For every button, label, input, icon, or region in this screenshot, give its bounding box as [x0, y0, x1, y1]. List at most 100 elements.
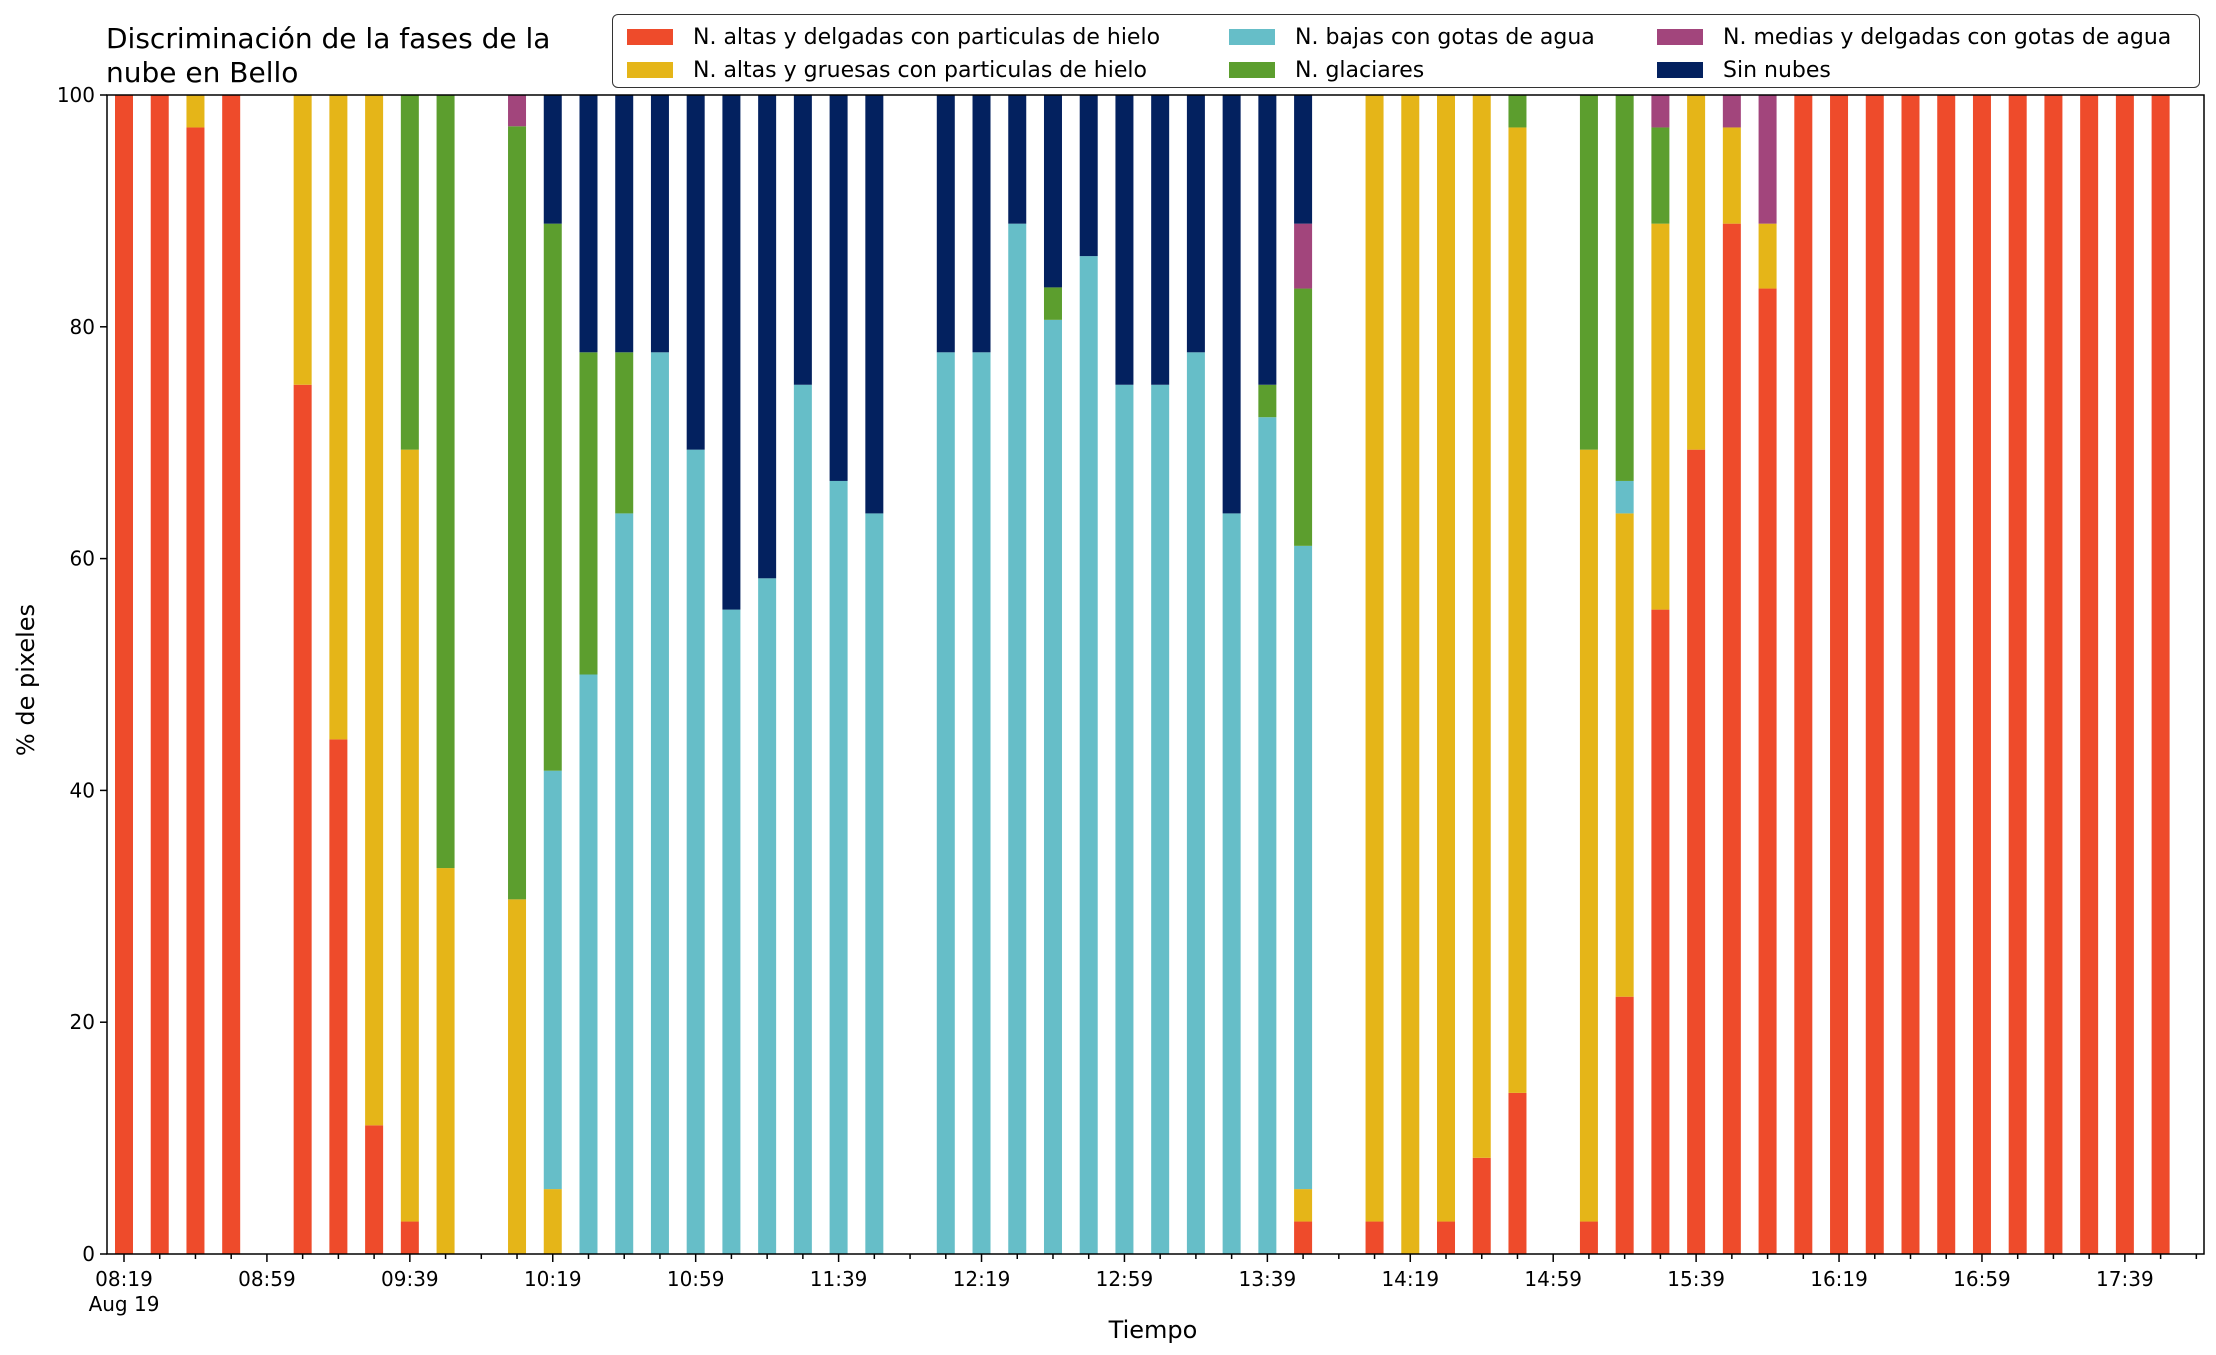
bar-segment	[829, 480, 848, 1254]
x-tick-label: 08:59	[238, 1267, 296, 1291]
bar-segment	[1401, 95, 1420, 1254]
bar-segment	[400, 449, 419, 1222]
bar-segment	[329, 95, 348, 740]
bar-segment	[1972, 95, 1991, 1254]
bar-segment	[1722, 223, 1741, 1254]
bar-segment	[722, 95, 741, 610]
bar-segment	[186, 95, 205, 128]
bar-segment	[2044, 95, 2063, 1254]
legend-label-sin-nubes: Sin nubes	[1723, 57, 1831, 83]
bar-segment	[1579, 1221, 1598, 1254]
bar-segment	[579, 352, 598, 675]
x-tick-sublabel: Aug 19	[89, 1292, 160, 1316]
bar-segment	[365, 95, 384, 1126]
x-tick-label: 08:19	[95, 1267, 153, 1291]
x-tick-label: 16:19	[1810, 1267, 1868, 1291]
bar-segment	[150, 95, 169, 1254]
bar-segment	[2151, 95, 2170, 1254]
bar-segment	[650, 95, 669, 353]
bar-segment	[1615, 996, 1634, 1254]
bar-segment	[1794, 95, 1813, 1254]
bar-segment	[1722, 127, 1741, 224]
y-tick-label: 100	[57, 83, 95, 107]
legend-item-bajas-agua: N. bajas con gotas de agua	[1229, 23, 1595, 51]
bar-segment	[829, 95, 848, 481]
bar-segment	[1508, 1092, 1527, 1254]
x-tick-label: 09:39	[381, 1267, 439, 1291]
bar-segment	[1758, 95, 1777, 224]
bar-segment	[1186, 352, 1205, 1255]
bar-segment	[579, 674, 598, 1254]
bar-segment	[1365, 1221, 1384, 1254]
legend-label-medias-delgadas: N. medias y delgadas con gotas de agua	[1723, 24, 2172, 50]
bar-segment	[1472, 95, 1491, 1158]
bar-segment	[115, 95, 133, 1254]
x-tick-label: 10:19	[524, 1267, 582, 1291]
bar-segment	[1294, 1221, 1313, 1254]
legend-swatch-altas-delgadas	[627, 29, 673, 45]
bar-segment	[1043, 287, 1062, 320]
bar-segment	[2080, 95, 2099, 1254]
x-tick-label: 12:19	[953, 1267, 1011, 1291]
bar-segment	[972, 352, 991, 1255]
bar-segment	[508, 95, 527, 127]
bar-segment	[1437, 1221, 1456, 1254]
y-tick-label: 20	[70, 1010, 95, 1034]
x-tick-label: 13:39	[1239, 1267, 1297, 1291]
bar-segment	[1294, 545, 1313, 1190]
bar-segment	[1615, 480, 1634, 514]
bar-segment	[1758, 288, 1777, 1255]
legend-label-bajas-agua: N. bajas con gotas de agua	[1295, 24, 1595, 50]
bar-segment	[1651, 223, 1670, 610]
legend-item-altas-gruesas: N. altas y gruesas con particulas de hie…	[627, 56, 1147, 84]
bar-segment	[1687, 95, 1706, 450]
legend-swatch-medias-delgadas	[1657, 29, 1703, 45]
bar-segment	[508, 126, 527, 900]
bar-segment	[1008, 223, 1027, 1254]
x-tick-label: 14:19	[1381, 1267, 1439, 1291]
bar-segment	[1294, 95, 1313, 224]
bar-segment	[1258, 95, 1277, 385]
legend-swatch-glaciares	[1229, 62, 1275, 78]
y-tick-label: 40	[70, 778, 95, 802]
legend-label-glaciares: N. glaciares	[1295, 57, 1425, 83]
bar-segment	[1294, 223, 1313, 289]
bar-segment	[1901, 95, 1920, 1254]
bar-segment	[615, 352, 634, 514]
bar-segment	[1294, 288, 1313, 546]
bar-segment	[936, 352, 955, 1255]
bar-segment	[1722, 95, 1741, 128]
bar-segment	[1508, 127, 1527, 1093]
bar-segment	[1579, 95, 1598, 450]
bar-segment	[1579, 449, 1598, 1222]
bar-segment	[793, 384, 812, 1254]
y-tick-label: 0	[82, 1242, 95, 1266]
legend-label-altas-delgadas: N. altas y delgadas con particulas de hi…	[693, 24, 1161, 50]
bar-segment	[686, 449, 705, 1254]
legend-label-altas-gruesas: N. altas y gruesas con particulas de hie…	[693, 57, 1147, 83]
bar-segment	[1008, 95, 1027, 224]
bar-segment	[1115, 384, 1134, 1254]
bar-segment	[436, 868, 455, 1254]
bar-segment	[615, 513, 634, 1254]
bar-segment	[543, 223, 562, 771]
bar-segment	[543, 95, 562, 224]
bar-segment	[400, 95, 419, 450]
bar-segment	[400, 1221, 419, 1254]
bar-segment	[329, 739, 348, 1254]
bar-segment	[1222, 95, 1241, 514]
bar-segment	[1865, 95, 1884, 1254]
legend-item-glaciares: N. glaciares	[1229, 56, 1424, 84]
x-tick-label: 15:39	[1667, 1267, 1725, 1291]
bar-segment	[2115, 95, 2134, 1254]
plot-frame	[106, 94, 2205, 1255]
bar-segment	[1937, 95, 1956, 1254]
bar-segment	[1687, 449, 1706, 1254]
bar-segment	[1186, 95, 1205, 353]
bar-segment	[1043, 319, 1062, 1254]
bar-segment	[543, 1189, 562, 1254]
bar-segment	[543, 770, 562, 1190]
bar-segment	[186, 127, 205, 1254]
bar-segment	[1651, 95, 1670, 128]
chart-legend: N. altas y delgadas con particulas de hi…	[612, 14, 2200, 88]
